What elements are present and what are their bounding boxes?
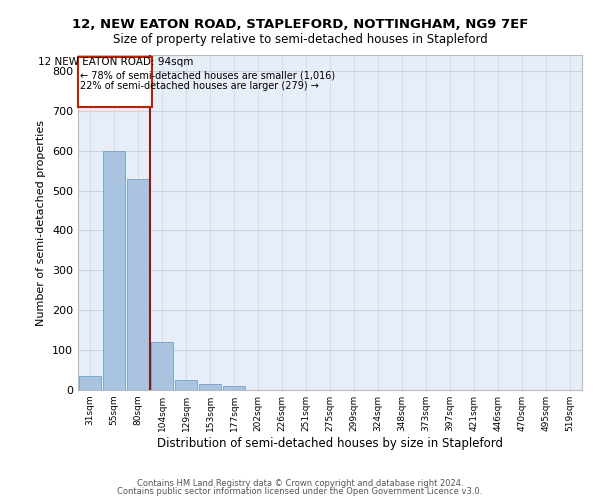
- Text: ← 78% of semi-detached houses are smaller (1,016): ← 78% of semi-detached houses are smalle…: [80, 70, 335, 81]
- Bar: [199, 384, 221, 390]
- Text: 22% of semi-detached houses are larger (279) →: 22% of semi-detached houses are larger (…: [80, 81, 319, 91]
- Y-axis label: Number of semi-detached properties: Number of semi-detached properties: [37, 120, 46, 326]
- Bar: [103, 150, 125, 390]
- Bar: [223, 386, 245, 390]
- Bar: [79, 376, 101, 390]
- Bar: [127, 178, 149, 390]
- Text: Contains HM Land Registry data © Crown copyright and database right 2024.: Contains HM Land Registry data © Crown c…: [137, 479, 463, 488]
- Text: Contains public sector information licensed under the Open Government Licence v3: Contains public sector information licen…: [118, 487, 482, 496]
- FancyBboxPatch shape: [79, 57, 152, 107]
- Text: 12, NEW EATON ROAD, STAPLEFORD, NOTTINGHAM, NG9 7EF: 12, NEW EATON ROAD, STAPLEFORD, NOTTINGH…: [72, 18, 528, 30]
- Text: Size of property relative to semi-detached houses in Stapleford: Size of property relative to semi-detach…: [113, 32, 487, 46]
- Bar: [175, 380, 197, 390]
- X-axis label: Distribution of semi-detached houses by size in Stapleford: Distribution of semi-detached houses by …: [157, 437, 503, 450]
- Bar: [151, 342, 173, 390]
- Text: 12 NEW EATON ROAD: 94sqm: 12 NEW EATON ROAD: 94sqm: [38, 57, 193, 67]
